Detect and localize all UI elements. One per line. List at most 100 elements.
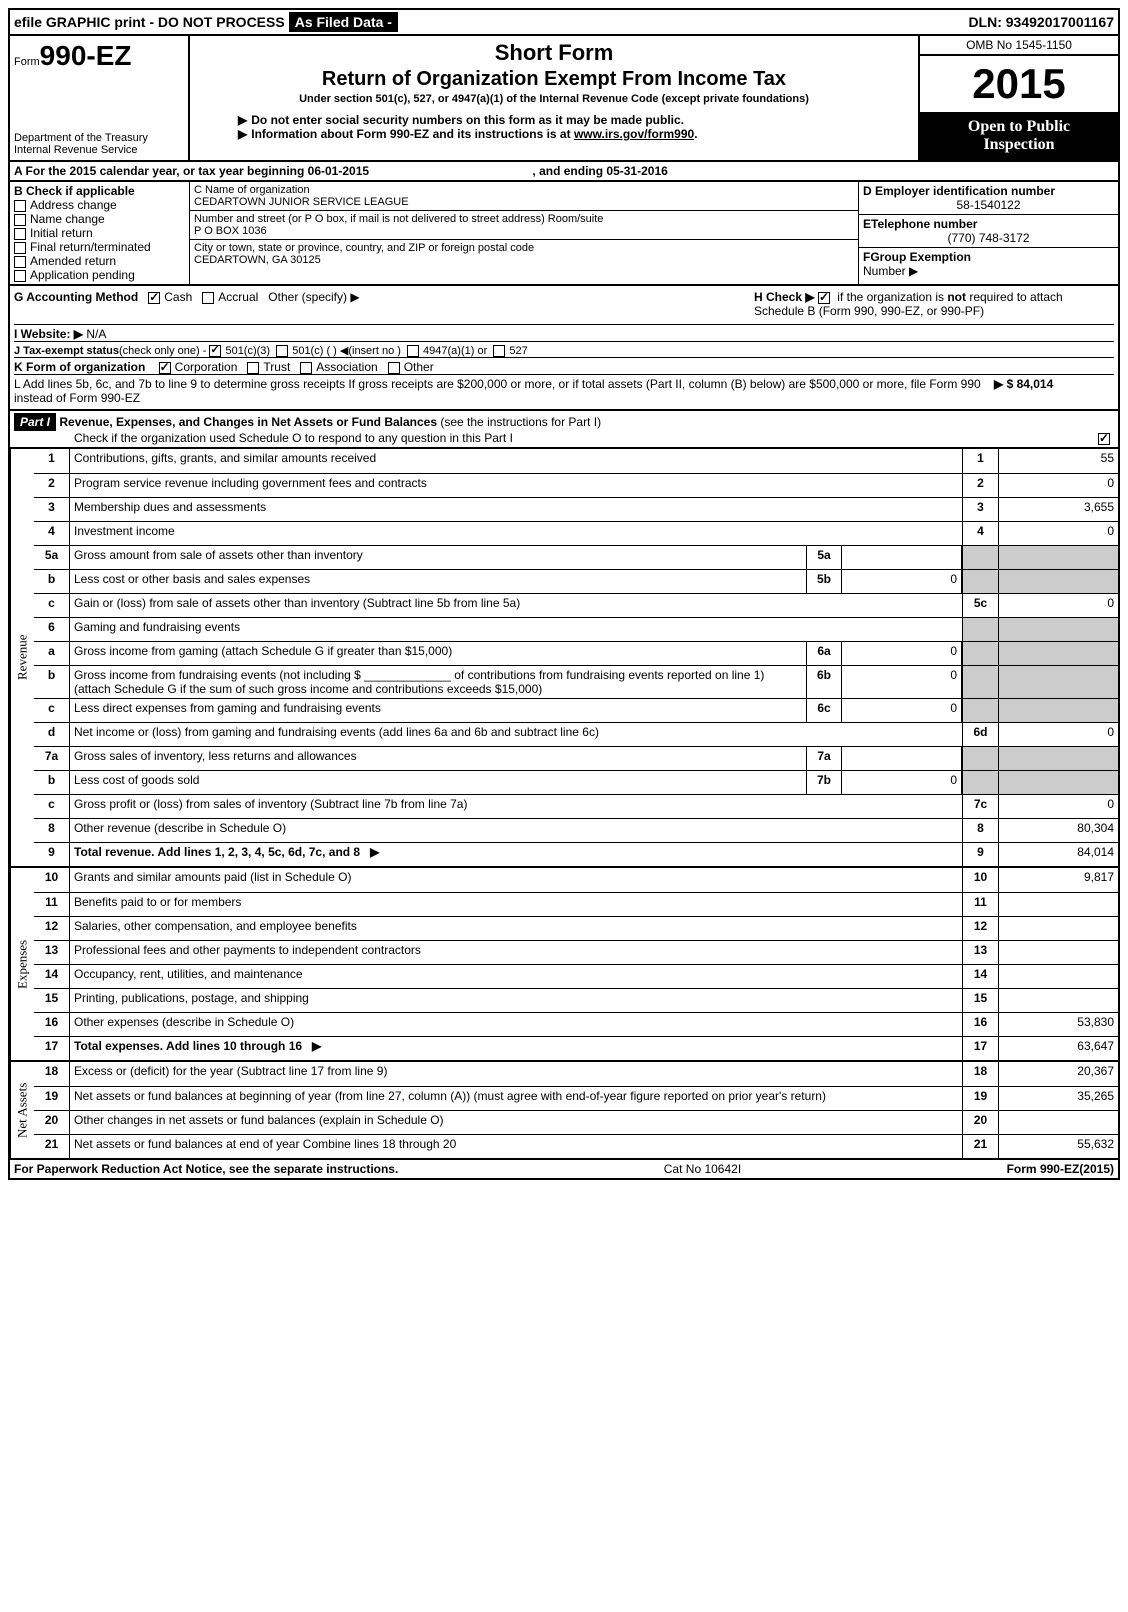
line-rn: 10: [962, 868, 998, 892]
irs-link[interactable]: www.irs.gov/form990: [574, 127, 694, 141]
short-form-title: Short Form: [198, 40, 910, 66]
line-num: 10: [34, 868, 70, 892]
line-desc: Gross income from gaming (attach Schedul…: [70, 642, 806, 665]
line-num: 20: [34, 1111, 70, 1134]
line-rn: 20: [962, 1111, 998, 1134]
part1-label: Part I: [14, 413, 56, 431]
top-bar: efile GRAPHIC print - DO NOT PROCESS As …: [8, 8, 1120, 36]
return-title: Return of Organization Exempt From Incom…: [198, 68, 910, 91]
line-rn: 8: [962, 819, 998, 842]
check-address-change[interactable]: [14, 200, 26, 212]
line-mn: 7a: [806, 747, 842, 770]
h-label: H Check ▶: [754, 290, 815, 304]
form-header: Form990-EZ Department of the Treasury In…: [8, 36, 1120, 162]
section-ghijk: G Accounting Method Cash Accrual Other (…: [8, 286, 1120, 411]
line-rn: 17: [962, 1037, 998, 1060]
line-desc: Gross sales of inventory, less returns a…: [70, 747, 806, 770]
city-value: CEDARTOWN, GA 30125: [194, 254, 854, 266]
d-label: D Employer identification number: [863, 184, 1114, 198]
i-label: I Website: ▶: [14, 327, 83, 341]
g-label: G Accounting Method: [14, 290, 138, 304]
line-rv: [998, 965, 1118, 988]
k-other-checkbox[interactable]: [388, 362, 400, 374]
line-rn: 1: [962, 449, 998, 473]
line-desc: Total expenses. Add lines 10 through 16 …: [70, 1037, 962, 1060]
line-desc: Contributions, gifts, grants, and simila…: [70, 449, 962, 473]
section-identity: B Check if applicable Address changeName…: [8, 182, 1120, 286]
check-amended-return[interactable]: [14, 256, 26, 268]
line-desc: Printing, publications, postage, and shi…: [70, 989, 962, 1012]
line-num: 21: [34, 1135, 70, 1158]
check-name-change[interactable]: [14, 214, 26, 226]
j-527-checkbox[interactable]: [493, 345, 505, 357]
line-desc: Membership dues and assessments: [70, 498, 962, 521]
line-rv: 0: [998, 522, 1118, 545]
line-rv: 35,265: [998, 1087, 1118, 1110]
line-rv: [998, 941, 1118, 964]
line-mn: 6b: [806, 666, 842, 698]
j-501c3-checkbox[interactable]: [209, 345, 221, 357]
line-rn: 19: [962, 1087, 998, 1110]
revenue-label: Revenue: [10, 449, 34, 866]
accrual-checkbox[interactable]: [202, 292, 214, 304]
line-desc: Less cost or other basis and sales expen…: [70, 570, 806, 593]
j-label: J Tax-exempt status: [14, 345, 119, 357]
org-name: CEDARTOWN JUNIOR SERVICE LEAGUE: [194, 196, 854, 208]
h-checkbox[interactable]: [818, 292, 830, 304]
j-4947-checkbox[interactable]: [407, 345, 419, 357]
netassets-label: Net Assets: [10, 1062, 34, 1158]
line-num: 9: [34, 843, 70, 866]
j-501c-checkbox[interactable]: [276, 345, 288, 357]
footer-cat: Cat No 10642I: [664, 1162, 741, 1176]
line-desc: Other revenue (describe in Schedule O): [70, 819, 962, 842]
line-rn: 14: [962, 965, 998, 988]
k-trust-checkbox[interactable]: [247, 362, 259, 374]
line-num: b: [34, 771, 70, 794]
expenses-section: Expenses 10Grants and similar amounts pa…: [8, 868, 1120, 1062]
line-desc: Excess or (deficit) for the year (Subtra…: [70, 1062, 962, 1086]
line-desc: Grants and similar amounts paid (list in…: [70, 868, 962, 892]
line-mn: 6c: [806, 699, 842, 722]
open-public: Open to Public Inspection: [920, 112, 1118, 160]
part1-check-text: Check if the organization used Schedule …: [14, 431, 513, 445]
line-mv: 0: [842, 699, 962, 722]
k-assoc-checkbox[interactable]: [300, 362, 312, 374]
line-rn: 15: [962, 989, 998, 1012]
line-mv: 0: [842, 642, 962, 665]
line-desc: Gaming and fundraising events: [70, 618, 962, 641]
netassets-section: Net Assets 18Excess or (deficit) for the…: [8, 1062, 1120, 1160]
line-mn: 5a: [806, 546, 842, 569]
line-desc: Occupancy, rent, utilities, and maintena…: [70, 965, 962, 988]
line-num: 17: [34, 1037, 70, 1060]
calendar-year-row: A For the 2015 calendar year, or tax yea…: [8, 162, 1120, 182]
check-initial-return[interactable]: [14, 228, 26, 240]
line-mv: 0: [842, 666, 962, 698]
line-num: 5a: [34, 546, 70, 569]
line-rn: 9: [962, 843, 998, 866]
line-desc: Investment income: [70, 522, 962, 545]
as-filed-label: As Filed Data -: [289, 12, 398, 32]
line-rv: 55: [998, 449, 1118, 473]
dept-treasury: Department of the Treasury: [14, 132, 184, 144]
line-rv: [998, 917, 1118, 940]
k-label: K Form of organization: [14, 360, 145, 374]
dln: DLN: 93492017001167: [968, 14, 1114, 30]
line-rn: 21: [962, 1135, 998, 1158]
line-desc: Net assets or fund balances at beginning…: [70, 1087, 962, 1110]
line-num: 7a: [34, 747, 70, 770]
revenue-section: Revenue 1Contributions, gifts, grants, a…: [8, 449, 1120, 868]
line-rn: 16: [962, 1013, 998, 1036]
line-rv: 0: [998, 474, 1118, 497]
k-corp-checkbox[interactable]: [159, 362, 171, 374]
part1-schedule-o-checkbox[interactable]: [1098, 433, 1110, 445]
footer-left: For Paperwork Reduction Act Notice, see …: [14, 1162, 398, 1176]
check-final-return-terminated[interactable]: [14, 242, 26, 254]
line-desc: Less direct expenses from gaming and fun…: [70, 699, 806, 722]
form-prefix: Form: [14, 56, 40, 68]
phone-value: (770) 748-3172: [863, 231, 1114, 245]
line-desc: Benefits paid to or for members: [70, 893, 962, 916]
cash-checkbox[interactable]: [148, 292, 160, 304]
line-rv: 9,817: [998, 868, 1118, 892]
b-label: B Check if applicable: [14, 184, 185, 198]
check-application-pending[interactable]: [14, 270, 26, 282]
